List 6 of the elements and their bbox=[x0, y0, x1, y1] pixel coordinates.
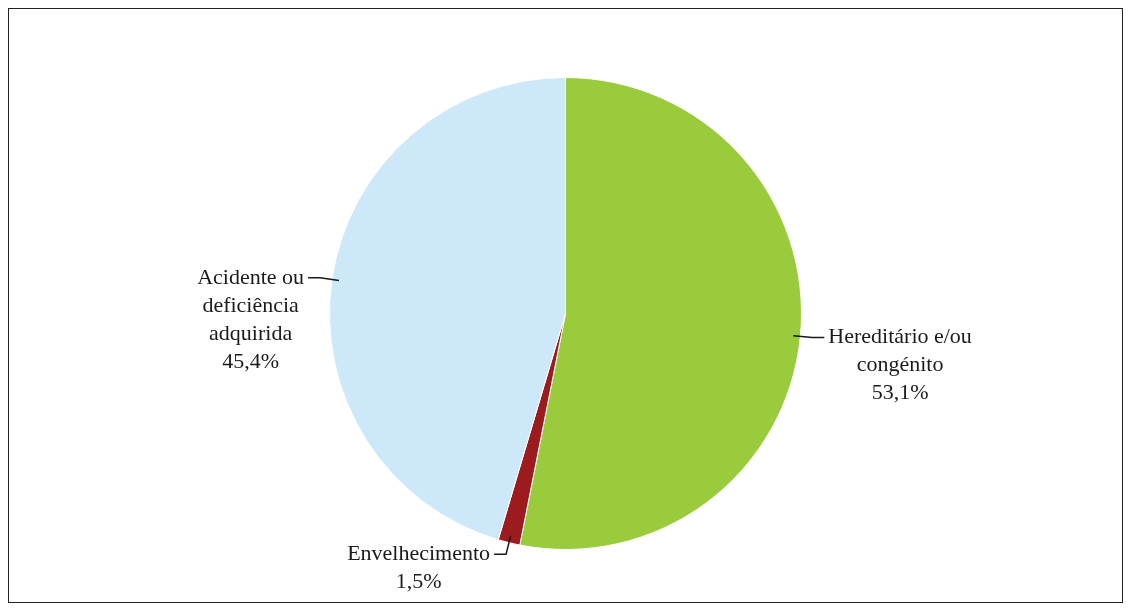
data-label: 53,1% bbox=[871, 379, 929, 405]
data-label: 45,4% bbox=[222, 347, 280, 373]
data-label: 1,5% bbox=[395, 568, 442, 594]
slice-label: Envelhecimento bbox=[347, 540, 491, 566]
slice-label: Acidente ou deficiência adquirida bbox=[197, 263, 305, 345]
slice-label: Hereditário e/ou congénito bbox=[828, 323, 972, 377]
